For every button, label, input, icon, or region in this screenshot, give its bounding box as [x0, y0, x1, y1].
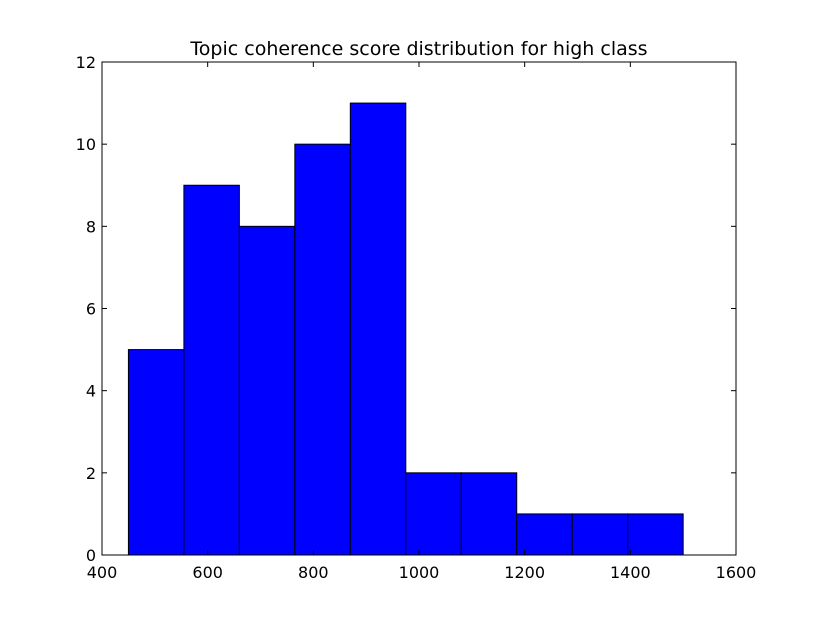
histogram-bar-5 — [405, 472, 462, 556]
histogram-bar-2 — [238, 225, 296, 556]
x-tick-label-3: 1000 — [399, 563, 440, 582]
bars-group — [127, 102, 684, 556]
y-tick-label-0: 0 — [86, 546, 96, 565]
y-tick-label-1: 2 — [86, 464, 96, 483]
histogram-bar-6 — [460, 472, 518, 556]
y-tick-label-4: 8 — [86, 217, 96, 236]
histogram-bar-8 — [571, 513, 629, 556]
y-tick-label-6: 12 — [76, 53, 96, 72]
x-tick-label-4: 1200 — [504, 563, 545, 582]
chart-title: Topic coherence score distribution for h… — [189, 38, 647, 60]
y-tick-label-3: 6 — [86, 300, 96, 319]
plot-frame — [101, 61, 737, 556]
histogram-bar-1 — [183, 184, 240, 556]
x-tick-label-6: 1600 — [716, 563, 757, 582]
histogram-bar-4 — [349, 102, 407, 556]
histogram-bar-3 — [294, 143, 351, 556]
histogram-bar-9 — [627, 513, 684, 556]
x-tick-label-1: 600 — [192, 563, 223, 582]
x-tick-label-5: 1400 — [610, 563, 651, 582]
y-tick-label-5: 10 — [76, 135, 96, 154]
histogram-bar-7 — [516, 513, 573, 556]
x-tick-label-0: 400 — [87, 563, 118, 582]
histogram-bar-0 — [127, 349, 185, 556]
ticks-group: 400 600 800 1000 1200 1400 1600 0 2 4 6 8 10 12 — [76, 53, 757, 582]
y-tick-label-2: 4 — [86, 382, 96, 401]
x-tick-label-2: 800 — [298, 563, 329, 582]
